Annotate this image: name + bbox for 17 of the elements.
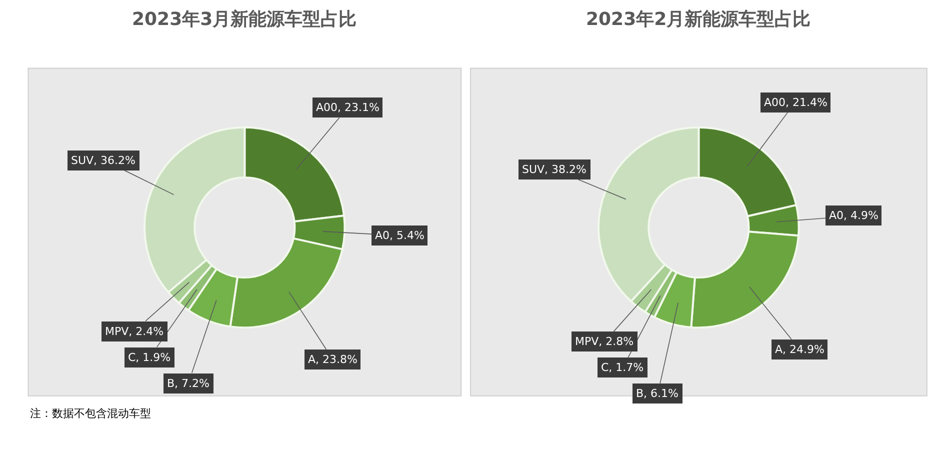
- slice-label: A00, 21.4%: [764, 96, 828, 109]
- slice-label: A0, 4.9%: [829, 209, 878, 222]
- slice-label: A, 23.8%: [308, 353, 358, 366]
- slice-label: SUV, 36.2%: [71, 154, 136, 167]
- chart-title: 2023年2月新能源车型占比: [586, 9, 811, 30]
- slice-label: C, 1.7%: [601, 361, 644, 374]
- slice-label: A0, 5.4%: [375, 229, 424, 242]
- slice-label: B, 6.1%: [636, 387, 678, 400]
- slice-label: SUV, 38.2%: [522, 163, 586, 176]
- slice-label: C, 1.9%: [128, 351, 171, 364]
- chart-title: 2023年3月新能源车型占比: [132, 9, 357, 30]
- slice-label: A00, 23.1%: [316, 101, 380, 114]
- text: 注：数据不包含混动车型: [30, 407, 151, 420]
- slice-label: MPV, 2.4%: [105, 325, 164, 338]
- slice-label: MPV, 2.8%: [575, 335, 634, 348]
- slice-label: A, 24.9%: [775, 343, 824, 356]
- slice-label: B, 7.2%: [167, 377, 210, 390]
